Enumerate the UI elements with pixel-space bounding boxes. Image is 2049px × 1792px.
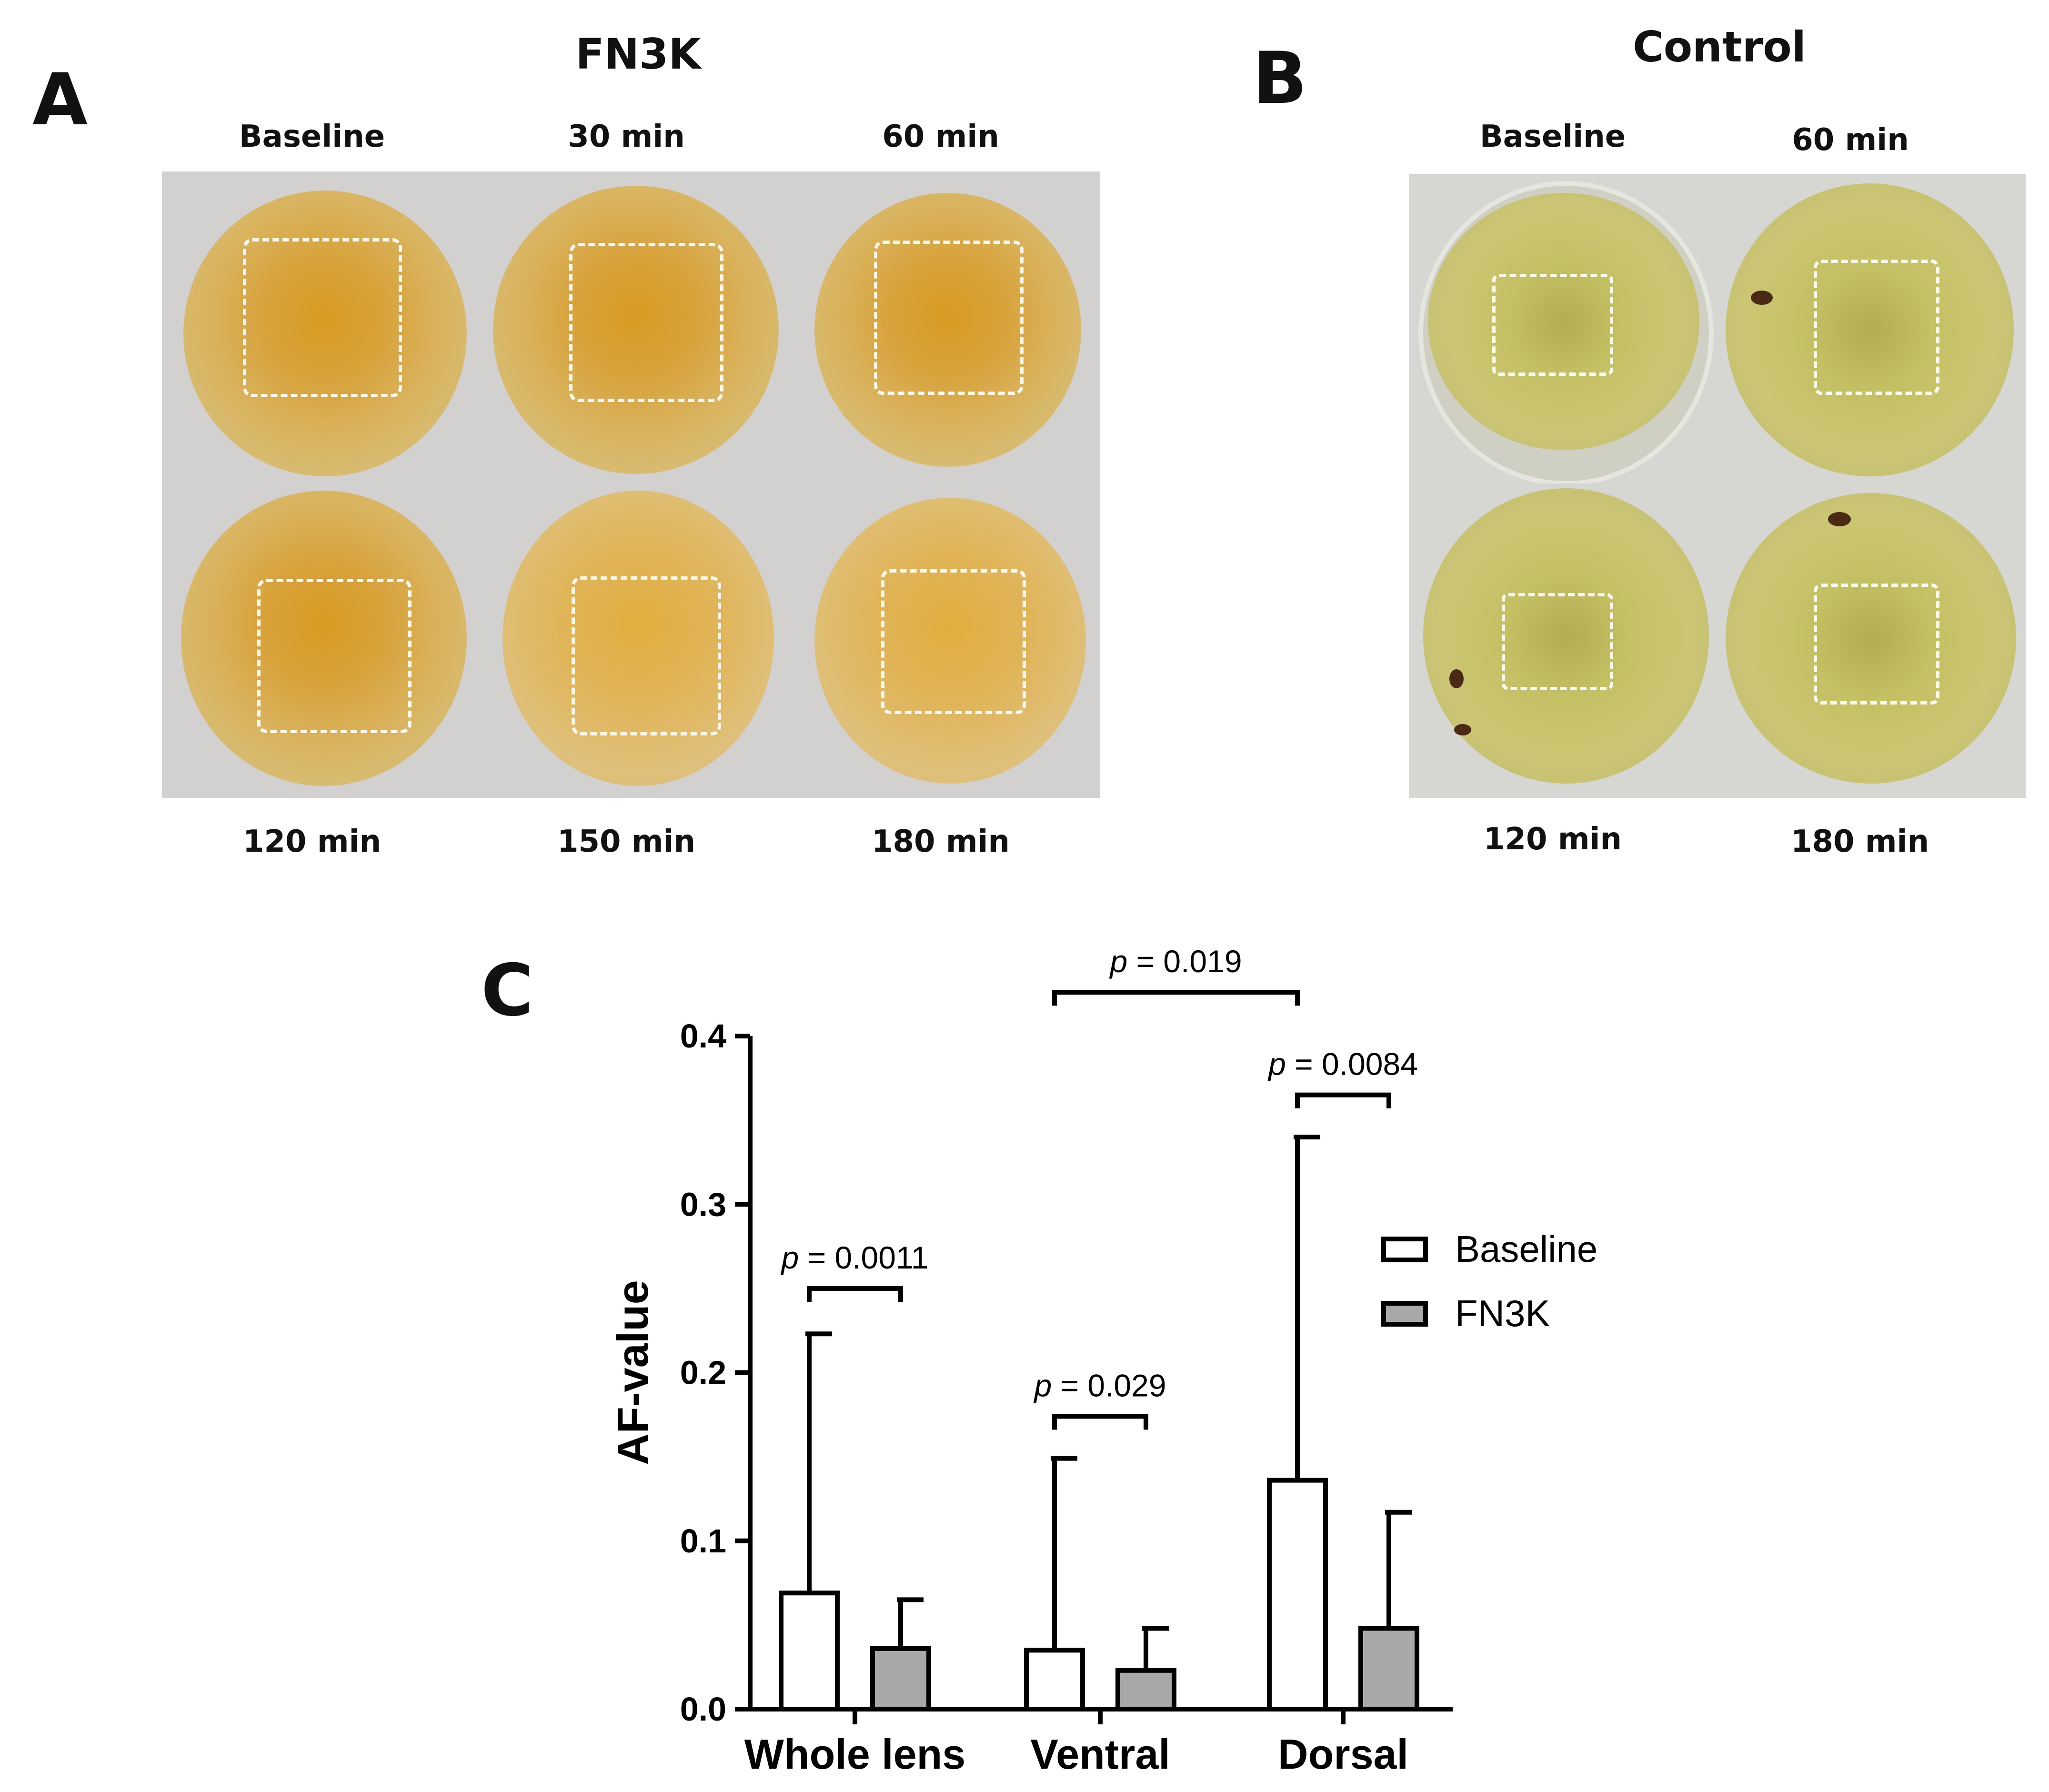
x-tick-label: Ventral: [1030, 1731, 1170, 1778]
timepoint-label: Baseline: [1479, 119, 1626, 154]
timepoint-label: 60 min: [882, 119, 999, 154]
timepoint-label: 30 min: [568, 119, 685, 154]
panel-letter-c: C: [481, 949, 534, 1032]
p-symbol: p: [1109, 944, 1127, 979]
timepoint-label: 120 min: [242, 824, 382, 859]
lens-photo: [793, 171, 1100, 483]
bar-baseline: [1267, 1478, 1328, 1712]
p-value-text: = 0.019: [1127, 944, 1242, 979]
lens-photo: [793, 483, 1100, 798]
p-value-text: = 0.0084: [1286, 1047, 1418, 1082]
lens-photo: [1409, 174, 1718, 483]
lens-photo: [479, 171, 793, 483]
y-tick-label: 0.1: [680, 1522, 726, 1560]
x-tick-label: Whole lens: [744, 1731, 966, 1778]
timepoint-label: 60 min: [1792, 122, 1909, 158]
fn3k-photo-grid: [162, 171, 1100, 798]
lens-photo: [1409, 483, 1718, 798]
legend-swatch: [1381, 1301, 1428, 1327]
panel-letter-a: A: [32, 59, 88, 141]
legend-swatch: [1381, 1237, 1428, 1262]
y-tick-label: 0.4: [680, 1017, 726, 1055]
p-value-label: p = 0.019: [1109, 944, 1242, 979]
lens-photo: [479, 483, 793, 798]
p-value-label: p = 0.0084: [1267, 1047, 1418, 1082]
panel-a-title: FN3K: [575, 30, 701, 79]
bar-baseline: [1024, 1648, 1085, 1712]
panel-letter-b: B: [1253, 37, 1307, 120]
bar-fn3k: [870, 1646, 931, 1712]
lens-photo: [162, 483, 479, 798]
y-tick-label: 0.3: [680, 1186, 726, 1223]
bar-fn3k: [1115, 1668, 1176, 1711]
timepoint-label: 150 min: [557, 824, 696, 859]
timepoint-label: 120 min: [1483, 822, 1622, 857]
lens-photo: [162, 171, 479, 483]
significance-bracket: [1295, 1092, 1391, 1108]
timepoint-label: 180 min: [1790, 824, 1929, 859]
timepoint-label: Baseline: [239, 119, 385, 154]
p-symbol: p: [781, 1240, 799, 1275]
y-tick-label: 0.0: [680, 1691, 726, 1728]
p-value-text: = 0.029: [1052, 1368, 1166, 1403]
significance-bracket: [807, 1286, 903, 1302]
bar-fn3k: [1358, 1626, 1419, 1711]
p-symbol: p: [1033, 1368, 1052, 1403]
lens-photo: [1718, 483, 2026, 798]
p-value-label: p = 0.0011: [781, 1240, 929, 1275]
p-value-label: p = 0.029: [1033, 1368, 1166, 1403]
p-symbol: p: [1267, 1047, 1286, 1082]
control-photo-grid: [1409, 174, 2026, 798]
lens-photo: [1718, 174, 2026, 483]
bar-baseline: [779, 1591, 840, 1712]
legend-label: FN3K: [1455, 1292, 1550, 1334]
panel-b-title: Control: [1633, 22, 1806, 71]
timepoint-label: 180 min: [871, 824, 1010, 859]
y-axis-label: AF-value: [609, 1280, 657, 1465]
significance-bracket: [1052, 1414, 1148, 1430]
p-value-text: = 0.0011: [799, 1240, 928, 1275]
x-tick-label: Dorsal: [1278, 1731, 1408, 1778]
significance-bracket: [1052, 990, 1300, 1006]
y-tick-label: 0.2: [680, 1354, 726, 1391]
legend-label: Baseline: [1455, 1228, 1597, 1270]
